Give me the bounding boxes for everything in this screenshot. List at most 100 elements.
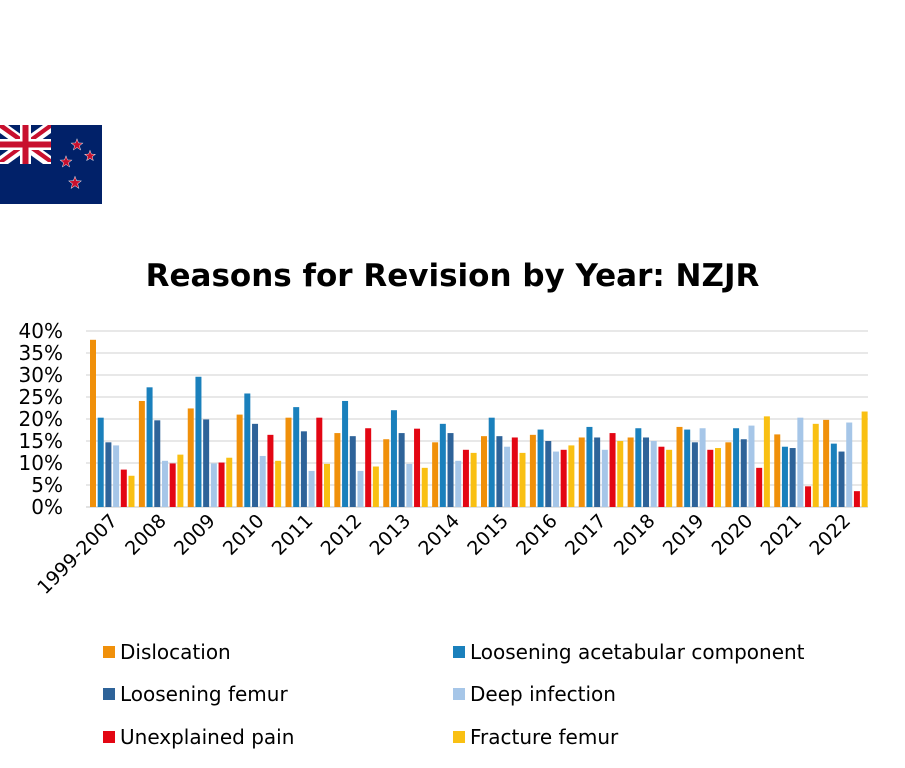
bar (226, 457, 233, 507)
bar (763, 416, 770, 507)
bar (462, 449, 469, 507)
flag-star (85, 151, 95, 161)
x-tick-label: 2022 (805, 510, 855, 560)
bar-group (334, 400, 379, 507)
y-tick-label: 25% (19, 385, 63, 409)
bar (365, 428, 372, 507)
legend-item: Unexplained pain (103, 725, 294, 749)
bar (601, 449, 608, 507)
legend-swatch (453, 731, 465, 743)
bar-group (725, 416, 770, 507)
bar (334, 433, 341, 507)
bar (552, 451, 559, 507)
bar (691, 442, 698, 507)
bar (537, 429, 544, 507)
bar-group (383, 410, 428, 507)
bar (113, 445, 120, 507)
x-tick-label: 2019 (659, 510, 709, 560)
bar (154, 420, 161, 507)
bar (169, 463, 176, 507)
bar (519, 452, 526, 507)
bar (275, 460, 282, 507)
bar-group (236, 393, 282, 507)
bar (316, 417, 323, 507)
bar (293, 407, 300, 507)
bar (421, 467, 428, 507)
bar-group (90, 339, 135, 507)
legend-swatch (103, 646, 115, 658)
bar-group (285, 407, 330, 507)
x-tick-label: 2013 (365, 510, 415, 560)
bar (797, 417, 804, 507)
bar (267, 434, 274, 507)
bar (252, 423, 259, 507)
bar (432, 442, 439, 507)
bar (105, 442, 112, 507)
x-tick-label: 2017 (561, 510, 611, 560)
bar (511, 437, 518, 507)
y-tick-label: 0% (31, 495, 63, 519)
bar (789, 448, 796, 507)
bar (578, 437, 585, 507)
bar (774, 434, 781, 507)
x-tick-label: 2011 (268, 510, 318, 560)
bar (733, 428, 740, 507)
legend-swatch (103, 731, 115, 743)
bar (594, 437, 601, 507)
bar-group (187, 376, 233, 507)
bar-group (578, 426, 624, 507)
bar (383, 439, 390, 507)
bar (187, 408, 194, 507)
flag-star (69, 177, 81, 188)
legend-label: Deep infection (470, 682, 616, 706)
bar (812, 423, 819, 507)
legend-swatch (453, 688, 465, 700)
bar (586, 426, 593, 507)
bar (349, 436, 356, 507)
bar (203, 419, 210, 507)
x-tick-label: 2012 (317, 510, 367, 560)
bar (568, 445, 575, 507)
bar (715, 448, 721, 507)
legend-label: Loosening femur (120, 682, 288, 706)
legend-label: Loosening acetabular component (470, 640, 805, 664)
bar (357, 470, 364, 507)
bar (740, 439, 747, 507)
bar (210, 463, 217, 507)
bar (120, 469, 127, 507)
bar-group (432, 423, 477, 507)
bar-group (774, 417, 819, 507)
y-tick-label: 15% (19, 429, 63, 453)
bar (470, 452, 477, 507)
bar (650, 441, 657, 507)
legend-swatch (103, 688, 115, 700)
bar (658, 446, 665, 507)
x-tick-label: 2008 (121, 510, 171, 560)
bar (342, 400, 349, 507)
bar (308, 470, 315, 507)
y-tick-label: 40% (19, 319, 63, 343)
x-tick-label: 2021 (756, 510, 806, 560)
bar (699, 428, 706, 507)
y-tick-label: 5% (31, 473, 63, 497)
bar (481, 436, 487, 507)
bar (529, 434, 536, 507)
bar (218, 462, 225, 507)
bar-chart: 0%5%10%15%20%25%30%35%40%1999-2007 2008 20… (19, 319, 868, 599)
bar-group (676, 426, 721, 507)
bar (684, 429, 691, 507)
bar (90, 339, 96, 507)
x-tick-label: 1999-2007 (33, 510, 122, 599)
bar (300, 431, 307, 507)
bar (161, 460, 168, 507)
bar (830, 443, 837, 507)
bar-group (627, 428, 673, 507)
x-tick-label: 2010 (219, 510, 269, 560)
bar (781, 446, 788, 507)
flag-star (60, 156, 72, 167)
bar (488, 417, 495, 507)
legend-item: Fracture femur (453, 725, 618, 749)
legend-item: Dislocation (103, 640, 231, 664)
bar (846, 422, 853, 507)
bar (635, 428, 642, 507)
